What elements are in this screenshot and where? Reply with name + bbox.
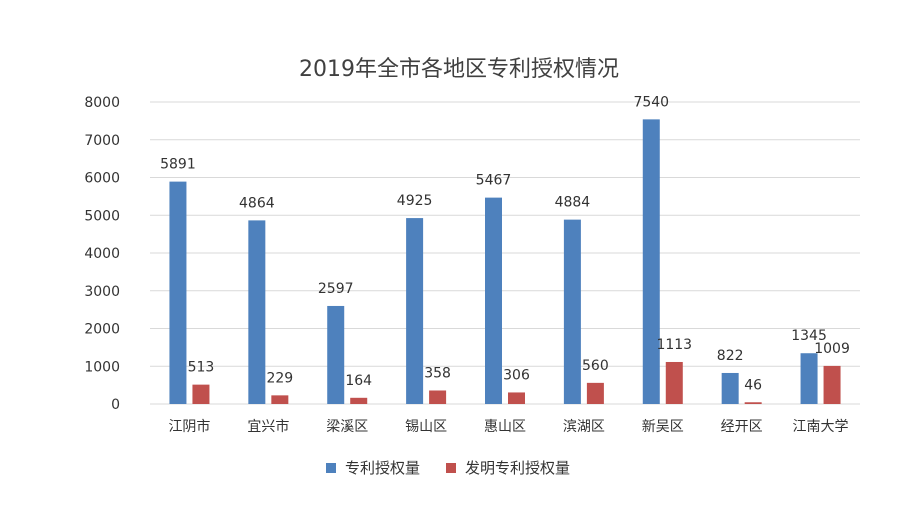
data-label-patents-6: 7540 (633, 94, 669, 110)
bar-invention-patents-6 (665, 361, 683, 404)
x-tick-label-1: 宜兴市 (247, 418, 289, 435)
bar-patents-5 (563, 219, 581, 404)
data-labels: 5891 513 4864 229 2597 164 4925 358 5467 306 4884 5… (160, 94, 850, 393)
data-label-invention-patents-7: 46 (744, 377, 762, 393)
x-axis-tick-labels: 江阴市 宜兴市 梁溪区 锡山区 惠山区 滨湖区 新吴区 经开区 江南大学 (168, 418, 848, 435)
grid-lines (150, 101, 860, 405)
legend-label-patents: 专利授权量 (345, 459, 420, 477)
data-label-invention-patents-8: 1009 (814, 341, 850, 357)
data-label-invention-patents-1: 229 (266, 370, 293, 386)
data-label-invention-patents-4: 306 (503, 367, 530, 383)
y-tick-label-2000: 2000 (84, 322, 120, 338)
bar-invention-patents-8 (823, 365, 841, 404)
x-tick-label-7: 经开区 (721, 419, 763, 435)
x-tick-label-5: 滨湖区 (563, 419, 605, 435)
data-label-patents-0: 5891 (160, 157, 196, 173)
data-label-invention-patents-5: 560 (582, 358, 609, 374)
data-label-patents-4: 5467 (476, 173, 512, 189)
x-tick-label-4: 惠山区 (484, 419, 526, 435)
legend: 专利授权量 发明专利授权量 (326, 459, 570, 477)
y-tick-label-7000: 7000 (84, 133, 120, 149)
y-tick-label-3000: 3000 (84, 284, 120, 300)
bar-invention-patents-2 (350, 397, 368, 404)
y-tick-label-1000: 1000 (84, 359, 120, 375)
data-label-patents-3: 4925 (397, 193, 433, 209)
bar-patents-1 (248, 220, 266, 404)
y-tick-label-0: 0 (111, 397, 120, 413)
legend-label-invention-patents: 发明专利授权量 (465, 459, 570, 477)
x-tick-label-8: 江南大学 (793, 419, 849, 435)
chart-title: 2019年全市各地区专利授权情况 (299, 57, 619, 82)
data-label-invention-patents-6: 1113 (656, 337, 692, 353)
x-tick-label-2: 梁溪区 (326, 419, 368, 435)
legend-swatch-invention-patents (446, 463, 456, 473)
bars (169, 119, 841, 405)
bar-patents-0 (169, 181, 187, 404)
y-axis-tick-labels: 0 1000 2000 3000 4000 5000 6000 7000 8000 (84, 95, 120, 413)
y-tick-label-4000: 4000 (84, 246, 120, 262)
bar-patents-8 (800, 353, 818, 404)
legend-item-invention-patents: 发明专利授权量 (446, 459, 570, 477)
bar-patents-6 (642, 119, 660, 405)
bar-patents-7 (721, 372, 739, 404)
bar-invention-patents-1 (271, 395, 289, 404)
bar-invention-patents-5 (586, 382, 604, 404)
bar-invention-patents-0 (192, 384, 210, 404)
data-label-patents-5: 4884 (555, 195, 591, 211)
data-label-patents-7: 822 (717, 348, 744, 364)
y-tick-label-5000: 5000 (84, 208, 120, 224)
bar-patents-3 (406, 218, 424, 404)
legend-swatch-patents (326, 463, 336, 473)
bar-invention-patents-3 (429, 390, 447, 404)
data-label-patents-2: 2597 (318, 281, 354, 297)
data-label-invention-patents-3: 358 (424, 365, 451, 381)
x-tick-label-6: 新吴区 (642, 419, 684, 435)
bar-patents-4 (485, 197, 502, 404)
y-tick-label-8000: 8000 (84, 95, 120, 111)
data-label-patents-1: 4864 (239, 195, 275, 211)
bar-invention-patents-4 (508, 392, 525, 404)
data-label-invention-patents-2: 164 (345, 373, 372, 389)
y-tick-label-6000: 6000 (84, 171, 120, 187)
data-label-patents-8: 1345 (791, 328, 827, 344)
data-label-invention-patents-0: 513 (188, 360, 215, 376)
legend-item-patents: 专利授权量 (326, 459, 420, 477)
x-tick-label-3: 锡山区 (405, 419, 447, 435)
bar-patents-2 (327, 305, 345, 404)
x-tick-label-0: 江阴市 (168, 418, 210, 435)
bar-invention-patents-7 (744, 402, 762, 404)
